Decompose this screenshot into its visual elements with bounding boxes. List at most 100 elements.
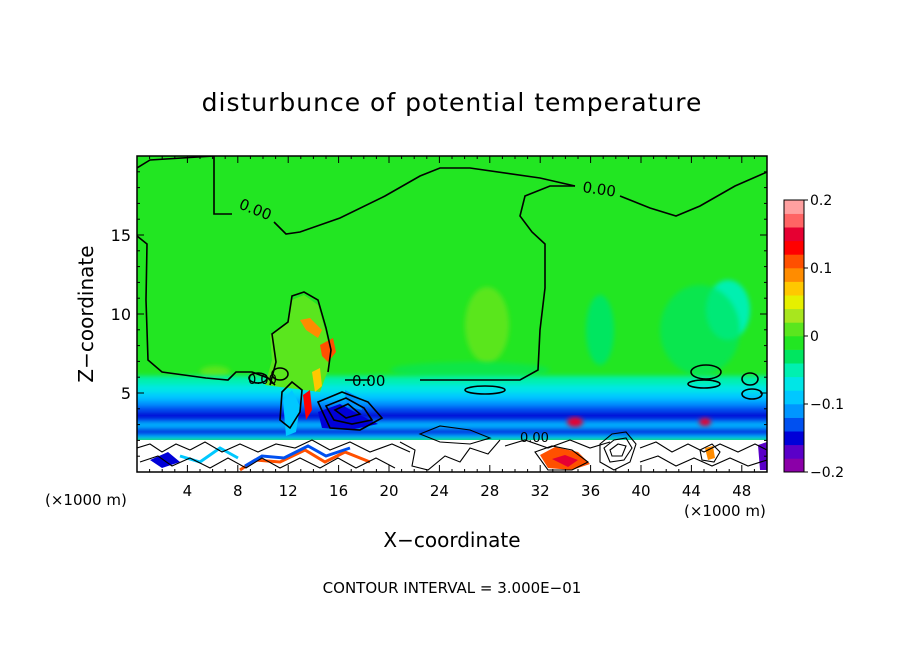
colorbar-tick-label: −0.1 [810, 397, 844, 413]
surface-contour [137, 439, 411, 453]
hotspot [699, 418, 711, 426]
cool-patch [660, 285, 740, 375]
colorbar-segment [784, 281, 804, 296]
surface-warm-blob [705, 446, 715, 460]
colorbar-segment [784, 308, 804, 323]
colorbar-tick-label: 0.2 [810, 193, 832, 209]
small-contour [271, 367, 289, 381]
colorbar-segment [784, 404, 804, 418]
plume-warm-streak [320, 338, 336, 362]
plume-contour [333, 403, 362, 419]
x-tick-label: 28 [480, 482, 499, 500]
zero-contour [345, 185, 575, 381]
band [137, 393, 767, 401]
plume-warm-edge [303, 390, 312, 420]
surface-contour [639, 441, 767, 453]
band [137, 423, 767, 427]
small-contour [248, 372, 268, 384]
x-tick-label: 8 [233, 482, 243, 500]
surface-contours [137, 425, 767, 471]
y-axis-label: Z−coordinate [74, 245, 98, 382]
x-unit-right: (×1000 m) [684, 502, 766, 520]
x-axis-ticks: 4 8 12 16 20 24 28 32 36 40 44 48 [149, 156, 755, 500]
colorbar-segment [784, 322, 804, 337]
band [137, 419, 767, 424]
x-tick-label: 36 [581, 482, 600, 500]
x-axis-label: X−coordinate [383, 528, 520, 552]
zero-contour [619, 171, 767, 217]
x-unit-left: (×1000 m) [45, 491, 127, 509]
x-tick-label: 20 [379, 482, 398, 500]
small-contour [741, 372, 759, 386]
heatmap-field: 0.00 0.00 0.00 0.00 0.00 [137, 156, 767, 472]
colorbar-segment [784, 254, 804, 269]
band [137, 429, 767, 434]
x-tick-label: 12 [279, 482, 298, 500]
band [137, 412, 767, 420]
band [137, 406, 767, 413]
surface-contour [599, 431, 637, 471]
colorbar-segment [784, 376, 804, 391]
colorbar-segment [784, 458, 804, 473]
colorbar-segment [784, 417, 804, 432]
plume-contour [269, 291, 332, 386]
band [137, 385, 767, 395]
warm-patches [200, 287, 509, 378]
surface-contour [603, 437, 633, 463]
colorbar-segment [784, 336, 804, 350]
y-axis-ticks: 5 10 15 [111, 171, 767, 457]
plume-warm-edge [312, 368, 322, 392]
surface-cold-strip [244, 444, 351, 468]
surface-warm-blob [552, 455, 578, 467]
plume-warm-streak [300, 318, 322, 338]
x-tick-label: 40 [631, 482, 650, 500]
colorbar-tick-label: 0.1 [810, 261, 832, 277]
plume-contour [279, 380, 303, 430]
hotspot [567, 417, 583, 427]
colorbar-tick-label: −0.2 [810, 465, 844, 481]
colorbar-segment [784, 363, 804, 378]
cool-patch [586, 295, 614, 365]
band [137, 400, 767, 407]
band [137, 433, 767, 437]
contour-label: 0.00 [352, 372, 385, 390]
surface-contour [399, 439, 501, 471]
contour-lines [137, 156, 767, 431]
x-tick-label: 48 [732, 482, 751, 500]
small-contour [690, 364, 722, 380]
surface-cold-strip [179, 446, 239, 464]
colorbar-segment [784, 390, 804, 405]
colorbar-segment [784, 444, 804, 459]
y-tick-label: 15 [111, 226, 131, 245]
plume-contour [324, 397, 374, 425]
colorbar-ticks: 0.2 0.1 0 −0.1 −0.2 [804, 193, 844, 481]
contour-label: 0.00 [248, 373, 277, 388]
band [137, 436, 767, 440]
contour-labels: 0.00 0.00 0.00 0.00 0.00 [237, 178, 618, 446]
small-contour [464, 385, 506, 395]
warm-patch [200, 366, 230, 378]
surface-layer [137, 440, 767, 472]
cool-patches [390, 280, 750, 378]
warm-patch [465, 287, 509, 363]
band-hotspots [567, 417, 711, 427]
colorbar-segment [784, 213, 804, 228]
convective-plume [265, 295, 378, 436]
surface-contour [139, 455, 396, 469]
surface-contour [504, 439, 611, 449]
plume-contour [316, 391, 384, 431]
surface-contour [534, 445, 590, 471]
x-tick-label: 16 [329, 482, 348, 500]
surface-contour [609, 443, 627, 457]
colorbar-tick-label: 0 [810, 329, 819, 345]
small-contour [741, 388, 763, 400]
contour-interval-note: CONTOUR INTERVAL = 3.000E−01 [323, 579, 582, 597]
zero-contour [137, 156, 576, 235]
surface-contour [418, 425, 492, 445]
contour-label: 0.00 [581, 178, 617, 200]
x-tick-label: 44 [682, 482, 701, 500]
colorbar [784, 200, 804, 473]
colorbar-segment [784, 240, 804, 255]
cool-patch [390, 362, 550, 378]
